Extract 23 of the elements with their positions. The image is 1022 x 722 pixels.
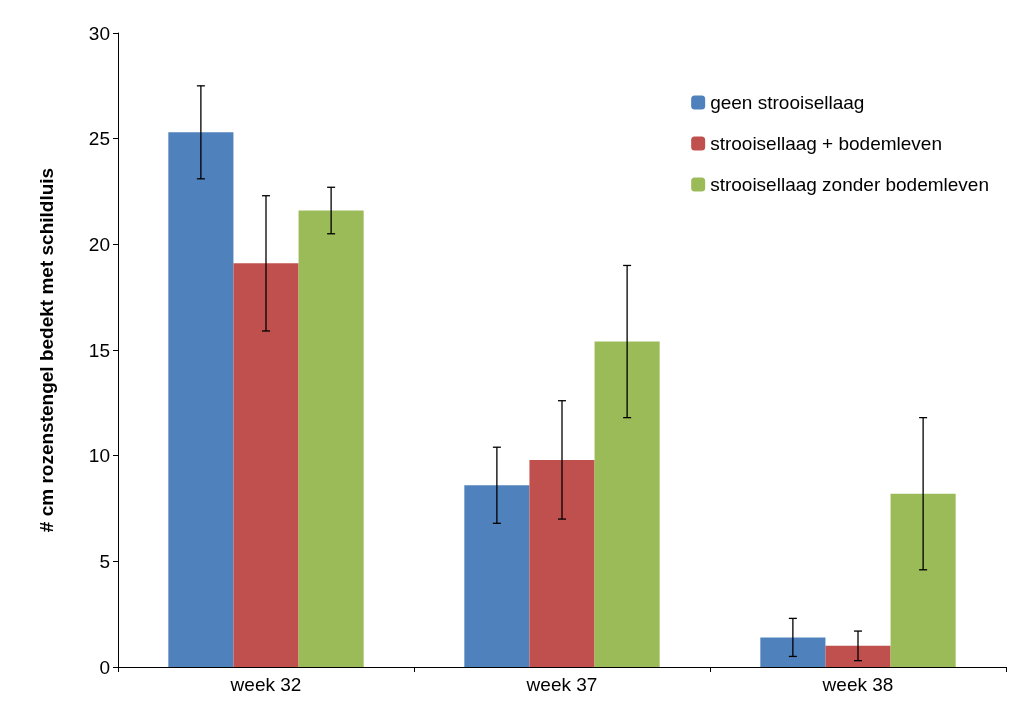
y-tick-label: 30 (88, 22, 110, 44)
y-tick-label: 5 (99, 550, 110, 572)
bar (464, 485, 530, 667)
bar (890, 493, 956, 667)
x-tick-label: week 37 (525, 674, 598, 695)
bar (825, 645, 891, 667)
bar (168, 132, 234, 667)
bar (233, 263, 299, 667)
bar (760, 637, 826, 667)
y-tick-label: 15 (88, 339, 110, 361)
bar (298, 210, 364, 667)
x-tick-label: week 38 (821, 674, 894, 695)
bar (529, 459, 595, 667)
y-tick-label: 10 (88, 445, 110, 467)
y-tick-label: 0 (99, 656, 110, 678)
legend-label: geen strooisellaag (710, 92, 865, 113)
legend-label: strooisellaag zonder bodemleven (710, 174, 989, 195)
x-tick-label: week 32 (229, 674, 302, 695)
y-tick-label: 25 (88, 128, 110, 150)
bar (594, 341, 660, 667)
y-axis-title: # cm rozenstengel bedekt met schildluis (36, 167, 57, 533)
y-tick-label: 20 (88, 233, 110, 255)
legend-label: strooisellaag + bodemleven (710, 133, 942, 154)
